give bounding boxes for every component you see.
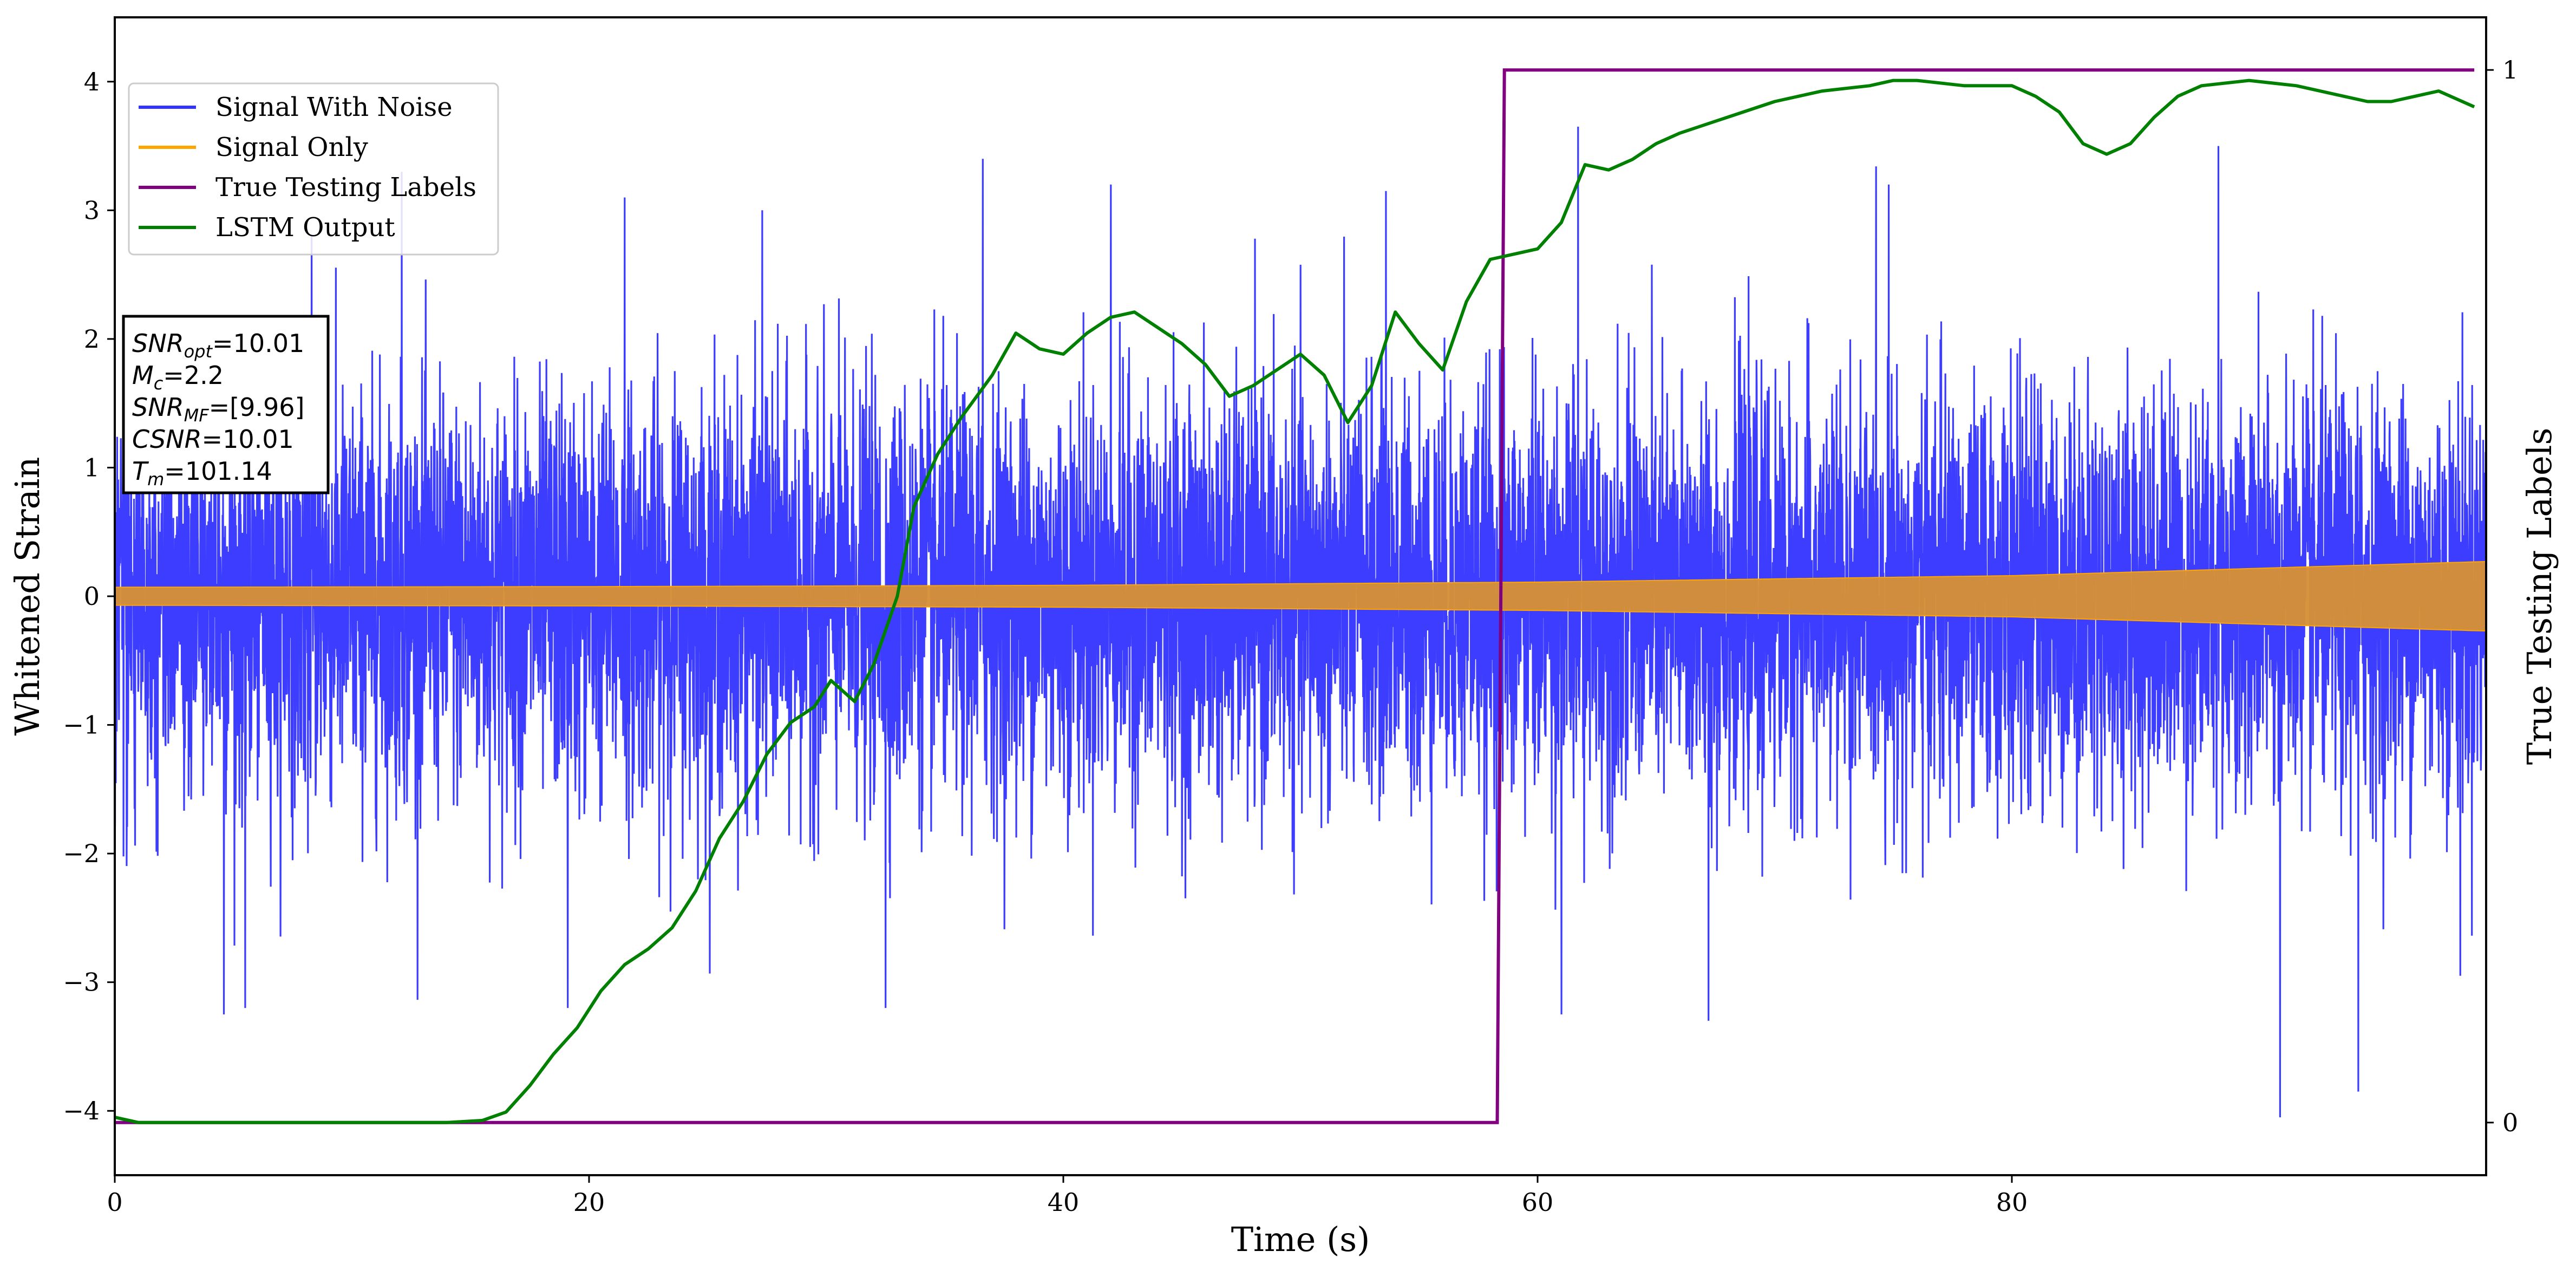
x-axis-title: Time (s) [1231,1220,1370,1259]
y2-axis-title: True Testing Labels [2520,428,2559,765]
legend-label-true-testing-labels: True Testing Labels [215,172,476,203]
x-tick-label: 80 [1996,1188,2028,1217]
y-tick-label: −3 [63,968,100,997]
plot-area [115,68,2486,1124]
series-true-testing-labels [115,68,2475,1124]
legend-label-signal-only: Signal Only [215,132,368,162]
annotation-line: Tm=101.14 [132,457,272,490]
y2-tick-label: 1 [2502,55,2518,84]
y2-tick-label: 0 [2502,1108,2518,1137]
annotation-frame [122,315,330,494]
y-tick-label: 2 [84,324,100,354]
y-tick-label: 4 [84,67,100,96]
annotation-line: SNRMF=[9.96] [132,393,304,426]
y-axis-title: Whitened Strain [8,457,47,736]
legend-label-lstm-output: LSTM Output [215,212,395,243]
annotation-lines: SNRopt=10.01Mc=2.2SNRMF=[9.96]CSNR=10.01… [132,329,304,490]
annotation-box: SNRopt=10.01Mc=2.2SNRMF=[9.96]CSNR=10.01… [122,315,330,494]
annotation-line: Mc=2.2 [132,361,224,394]
legend-label-signal-with-noise: Signal With Noise [215,92,453,122]
series-signal-with-noise [115,126,2486,1118]
y-tick-label: −2 [63,839,100,868]
y-tick-label: −1 [63,711,100,740]
annotation-line: CSNR=10.01 [132,425,294,454]
y-tick-label: 0 [84,582,100,611]
y-tick-label: 3 [84,196,100,225]
series-lstm-output [115,79,2475,1124]
x-tick-label: 60 [1522,1188,1554,1217]
x-tick-label: 0 [107,1188,122,1217]
y-tick-label: −4 [63,1096,100,1125]
series-signal-only [115,561,2486,632]
x-tick-label: 40 [1048,1188,1080,1217]
y-tick-label: 1 [84,453,100,482]
annotation-line: SNRopt=10.01 [132,329,304,362]
legend: Signal With Noise Signal Only True Testi… [128,82,499,256]
legend-box [128,82,499,256]
x-tick-label: 20 [573,1188,605,1217]
